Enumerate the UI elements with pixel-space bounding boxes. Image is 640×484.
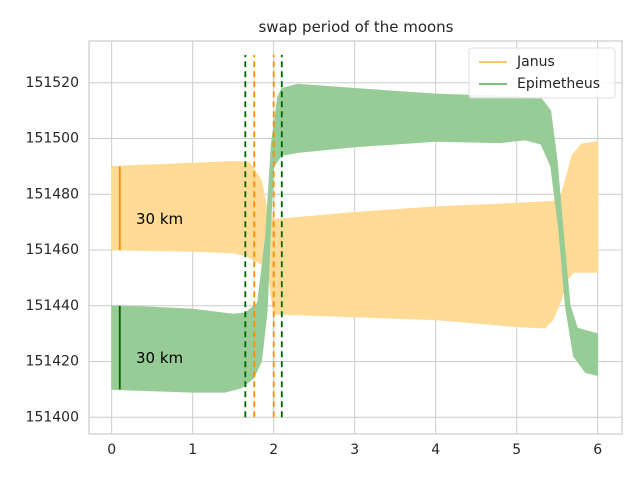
y-tick-label: 151400: [26, 409, 79, 425]
legend-box: [468, 47, 616, 99]
y-tick-label: 151520: [26, 75, 79, 91]
axes: 0 1 2 3 4 5 6 151400 151420 151440 151460 151480 151…: [26, 40, 623, 458]
x-tick-label: 1: [188, 442, 197, 458]
chart-title: swap period of the moons: [258, 18, 453, 36]
x-tick-label: 0: [107, 442, 116, 458]
x-tick-label: 6: [593, 442, 602, 458]
plot-frame: [88, 40, 623, 435]
y-tick-label: 151500: [26, 131, 79, 147]
markers: [118, 54, 283, 418]
x-tick-label: 5: [512, 442, 521, 458]
x-tick-label: 2: [269, 442, 278, 458]
annotation-label: 30 km: [136, 210, 183, 228]
y-tick-label: 151480: [26, 186, 79, 202]
y-tick-label: 151460: [26, 242, 79, 258]
y-tick-label: 151420: [26, 354, 79, 370]
legend-entry: Janus: [516, 54, 555, 70]
x-tick-label: 3: [350, 442, 359, 458]
legend: Janus Epimetheus: [468, 47, 616, 99]
x-tick-label: 4: [431, 442, 440, 458]
plot-areas: [111, 83, 599, 393]
legend-entry: Epimetheus: [517, 76, 600, 92]
annotations: 30 km 30 km: [136, 210, 183, 367]
annotation-label: 30 km: [136, 349, 183, 367]
y-tick-label: 151440: [26, 298, 79, 314]
area-epimetheus: [111, 83, 599, 393]
